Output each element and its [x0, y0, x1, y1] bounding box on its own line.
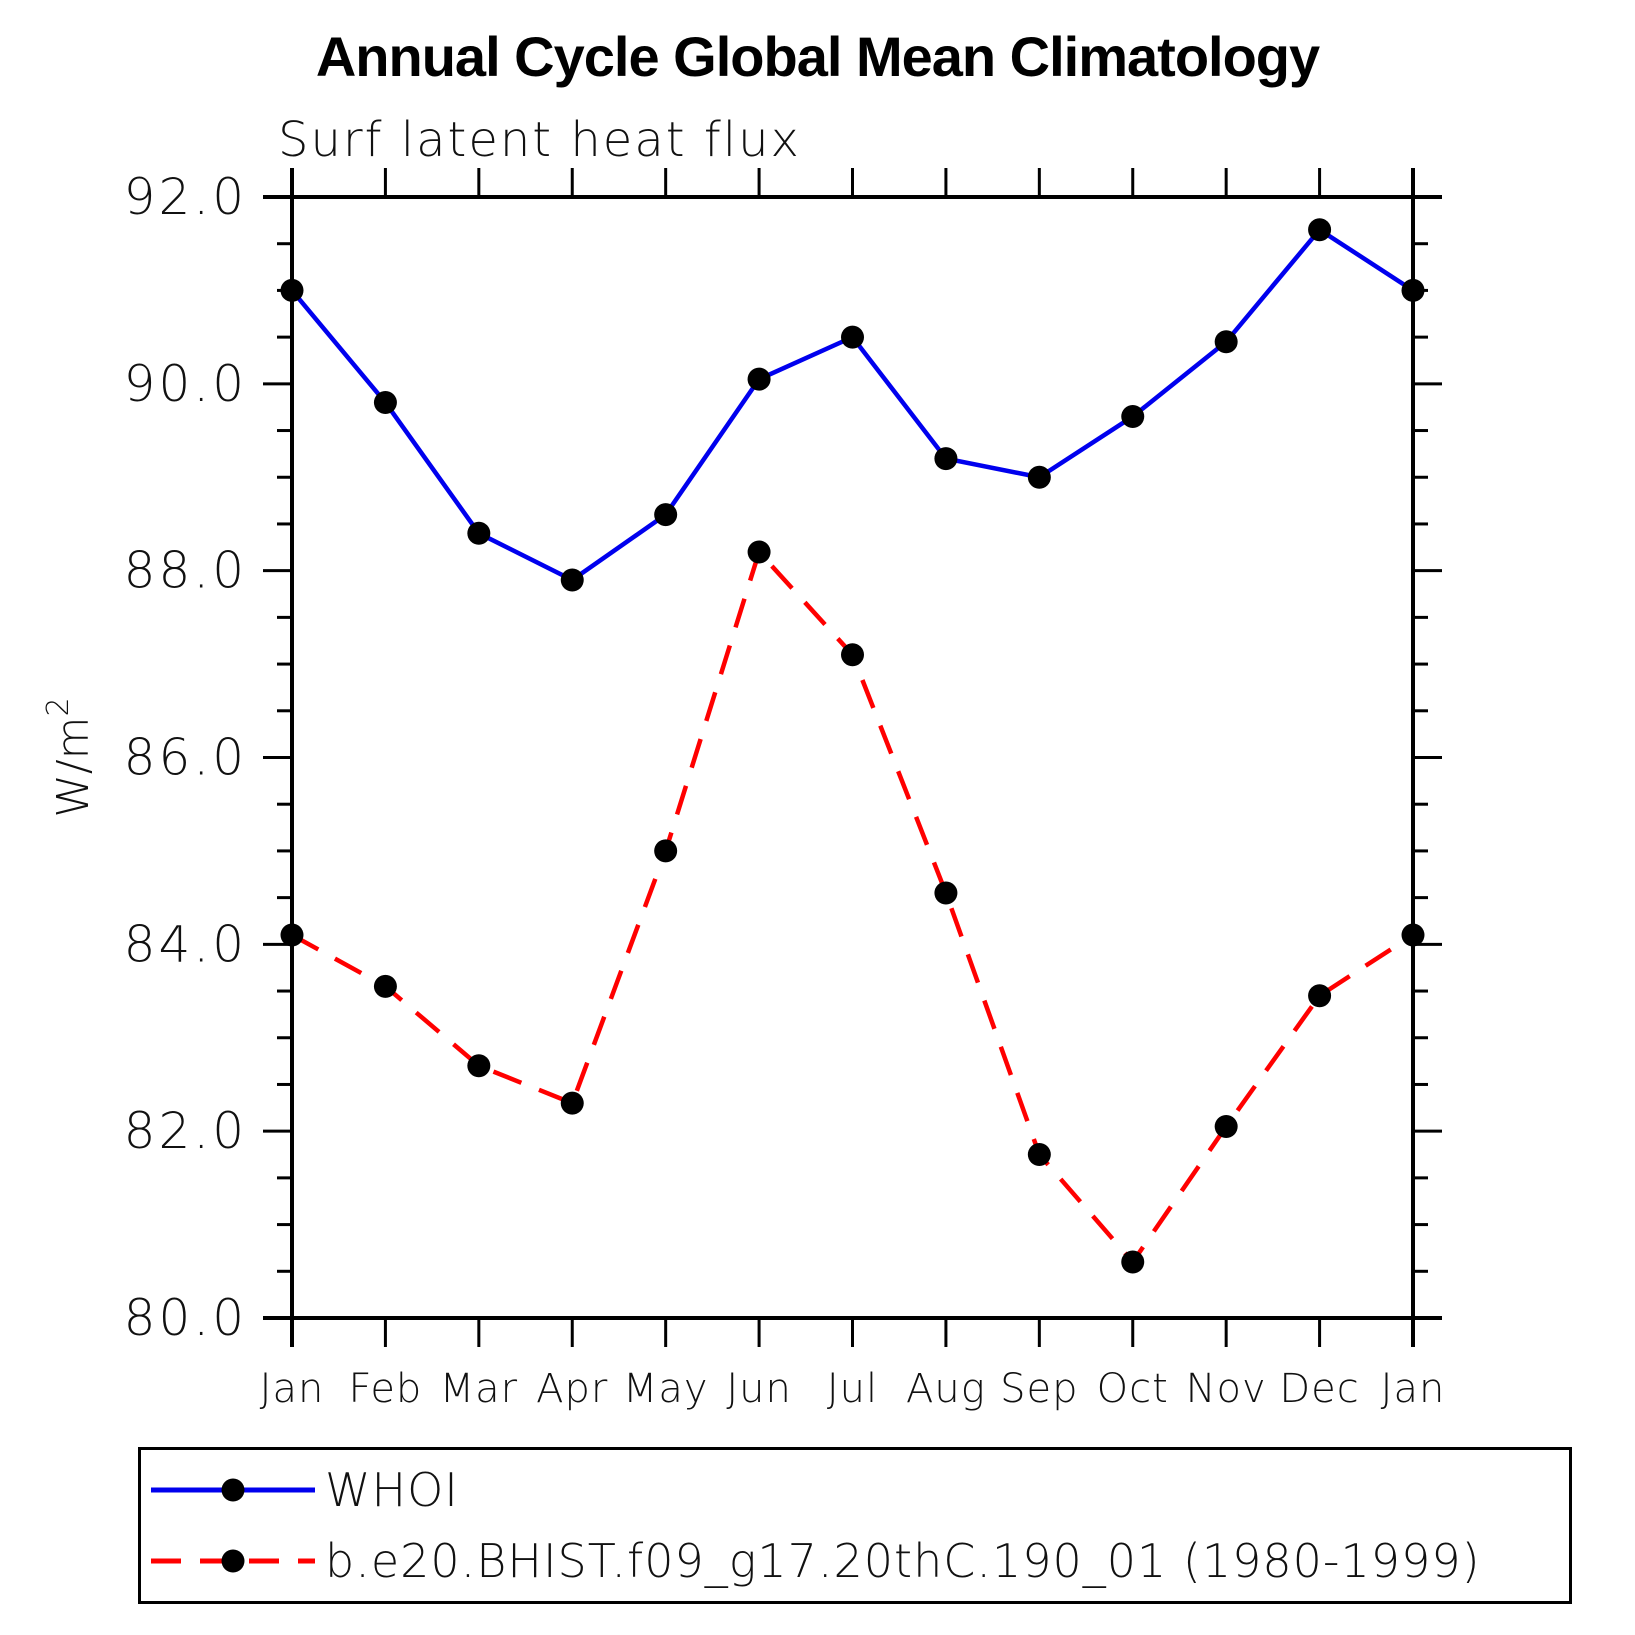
data-point-marker — [373, 391, 397, 415]
data-point-marker — [1214, 330, 1238, 354]
legend: WHOI b.e20.BHIST.f09_g17.20thC.190_01 (1… — [138, 1447, 1572, 1604]
y-tick-label: 84.0 — [124, 915, 247, 973]
legend-label: b.e20.BHIST.f09_g17.20thC.190_01 (1980-1… — [325, 1534, 1481, 1589]
x-tick-label: Apr — [536, 1366, 608, 1412]
data-point-marker — [280, 278, 304, 302]
legend-marker-sample — [221, 1549, 245, 1573]
data-point-marker — [934, 881, 958, 905]
x-tick-label: Feb — [349, 1366, 423, 1412]
y-axis-label: W/m2 — [41, 697, 99, 817]
x-tick-label: Oct — [1097, 1366, 1169, 1412]
data-point-marker — [1401, 278, 1425, 302]
data-point-marker — [654, 839, 678, 863]
y-tick-label: 92.0 — [124, 168, 247, 226]
y-tick-label: 82.0 — [124, 1102, 247, 1160]
data-point-marker — [467, 521, 491, 545]
data-point-marker — [1027, 465, 1051, 489]
data-point-marker — [1121, 1250, 1145, 1274]
data-point-marker — [934, 447, 958, 471]
legend-entry-model: b.e20.BHIST.f09_g17.20thC.190_01 (1980-1… — [141, 1531, 1569, 1591]
data-point-marker — [841, 325, 864, 349]
x-tick-label: Sep — [1000, 1366, 1078, 1412]
chart-title: Annual Cycle Global Mean Climatology — [315, 25, 1320, 88]
data-point-marker — [373, 974, 397, 998]
x-tick-label: Dec — [1279, 1366, 1359, 1412]
data-point-marker — [1214, 1114, 1238, 1138]
x-tick-label: May — [623, 1366, 709, 1412]
data-point-marker — [1308, 218, 1332, 242]
x-tick-label: Jan — [260, 1366, 325, 1412]
y-tick-label: 88.0 — [124, 542, 247, 600]
data-point-marker — [1027, 1143, 1051, 1167]
data-point-marker — [560, 568, 584, 592]
legend-marker-sample — [221, 1478, 245, 1502]
x-tick-label: Aug — [906, 1366, 986, 1412]
data-point-marker — [1121, 405, 1145, 429]
data-point-marker — [1308, 984, 1332, 1008]
y-tick-label: 80.0 — [124, 1289, 247, 1347]
data-point-marker — [841, 643, 864, 667]
data-point-marker — [747, 540, 771, 564]
data-point-marker — [1401, 923, 1425, 947]
legend-entry-whoi: WHOI — [141, 1460, 1569, 1520]
data-point-marker — [747, 367, 771, 391]
legend-label: WHOI — [325, 1462, 459, 1517]
x-tick-label: Jul — [827, 1366, 878, 1412]
data-point-marker — [560, 1091, 584, 1115]
data-point-marker — [467, 1054, 491, 1078]
x-tick-label: Jan — [1381, 1366, 1446, 1412]
x-tick-label: Nov — [1186, 1366, 1267, 1412]
legend-sample-line-solid — [151, 1478, 315, 1502]
data-point-marker — [654, 503, 678, 527]
x-tick-label: Jun — [726, 1366, 792, 1412]
y-tick-label: 86.0 — [124, 729, 247, 787]
x-tick-label: Mar — [440, 1366, 518, 1412]
y-tick-label: 90.0 — [124, 355, 247, 413]
legend-sample-line-dashed — [151, 1549, 315, 1573]
series-line-0 — [290, 226, 1415, 583]
chart-subtitle: Surf latent heat flux — [278, 112, 801, 168]
data-point-marker — [280, 923, 304, 947]
